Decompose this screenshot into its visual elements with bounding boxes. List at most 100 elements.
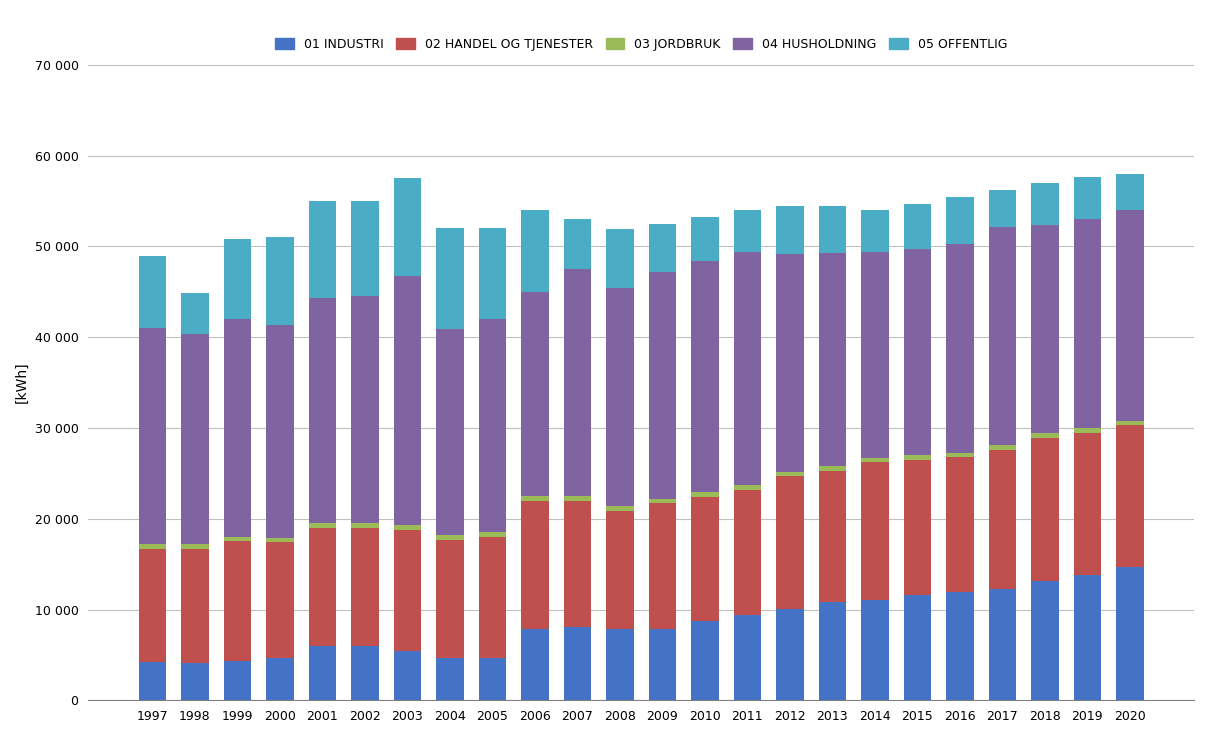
Bar — [1031, 582, 1059, 700]
Bar — [818, 602, 846, 700]
Bar — [563, 496, 591, 500]
Bar — [266, 538, 294, 542]
Bar — [1116, 174, 1144, 210]
Bar — [692, 621, 718, 700]
Bar — [308, 201, 336, 298]
Bar — [139, 662, 166, 700]
Bar — [692, 492, 718, 497]
Bar — [818, 253, 846, 466]
Bar — [776, 609, 804, 700]
Bar — [479, 537, 507, 658]
Bar — [734, 485, 762, 490]
Bar — [776, 472, 804, 476]
Bar — [903, 204, 931, 249]
Bar — [1031, 224, 1059, 433]
Bar — [351, 201, 378, 297]
Bar — [648, 503, 676, 629]
Bar — [947, 457, 973, 593]
Bar — [903, 455, 931, 460]
Bar — [139, 255, 166, 328]
Bar — [479, 658, 507, 700]
Bar — [989, 445, 1017, 449]
Bar — [521, 210, 549, 292]
Bar — [818, 206, 846, 253]
Bar — [734, 615, 762, 700]
Bar — [734, 252, 762, 485]
Bar — [563, 500, 591, 627]
Bar — [521, 292, 549, 496]
Bar — [181, 549, 209, 663]
Bar — [1116, 425, 1144, 567]
Bar — [224, 542, 251, 661]
Bar — [947, 452, 973, 457]
Bar — [394, 525, 421, 530]
Bar — [224, 661, 251, 700]
Bar — [1074, 428, 1101, 432]
Bar — [989, 227, 1017, 445]
Bar — [436, 539, 464, 658]
Bar — [266, 542, 294, 658]
Bar — [1116, 567, 1144, 700]
Bar — [266, 238, 294, 325]
Bar — [648, 629, 676, 700]
Bar — [606, 506, 634, 511]
Bar — [1116, 210, 1144, 421]
Bar — [308, 528, 336, 646]
Bar — [436, 658, 464, 700]
Bar — [351, 528, 378, 646]
Bar — [606, 230, 634, 289]
Bar — [394, 275, 421, 525]
Bar — [734, 210, 762, 252]
Bar — [563, 627, 591, 700]
Bar — [479, 532, 507, 537]
Bar — [1031, 183, 1059, 224]
Bar — [521, 630, 549, 700]
Bar — [139, 549, 166, 662]
Y-axis label: [kWh]: [kWh] — [15, 362, 29, 404]
Bar — [394, 530, 421, 651]
Bar — [224, 319, 251, 537]
Bar — [776, 476, 804, 609]
Bar — [989, 449, 1017, 589]
Bar — [181, 544, 209, 549]
Bar — [861, 252, 889, 458]
Bar — [266, 325, 294, 538]
Bar — [308, 646, 336, 700]
Legend: 01 INDUSTRI, 02 HANDEL OG TJENESTER, 03 JORDBRUK, 04 HUSHOLDNING, 05 OFFENTLIG: 01 INDUSTRI, 02 HANDEL OG TJENESTER, 03 … — [270, 33, 1012, 56]
Bar — [1116, 421, 1144, 425]
Bar — [606, 289, 634, 506]
Bar — [903, 249, 931, 455]
Bar — [861, 458, 889, 463]
Bar — [989, 589, 1017, 700]
Bar — [692, 218, 718, 261]
Bar — [266, 658, 294, 700]
Bar — [648, 499, 676, 503]
Bar — [351, 646, 378, 700]
Bar — [989, 190, 1017, 227]
Bar — [436, 228, 464, 329]
Bar — [1074, 176, 1101, 219]
Bar — [818, 471, 846, 602]
Bar — [436, 535, 464, 539]
Bar — [181, 663, 209, 700]
Bar — [224, 239, 251, 319]
Bar — [692, 261, 718, 492]
Bar — [308, 298, 336, 523]
Bar — [818, 466, 846, 471]
Bar — [776, 254, 804, 472]
Bar — [1074, 219, 1101, 428]
Bar — [606, 511, 634, 629]
Bar — [563, 219, 591, 269]
Bar — [521, 500, 549, 630]
Bar — [903, 595, 931, 700]
Bar — [181, 293, 209, 334]
Bar — [394, 179, 421, 275]
Bar — [1031, 438, 1059, 582]
Bar — [351, 297, 378, 523]
Bar — [947, 196, 973, 244]
Bar — [139, 544, 166, 549]
Bar — [606, 629, 634, 700]
Bar — [1031, 433, 1059, 438]
Bar — [648, 224, 676, 272]
Bar — [861, 463, 889, 599]
